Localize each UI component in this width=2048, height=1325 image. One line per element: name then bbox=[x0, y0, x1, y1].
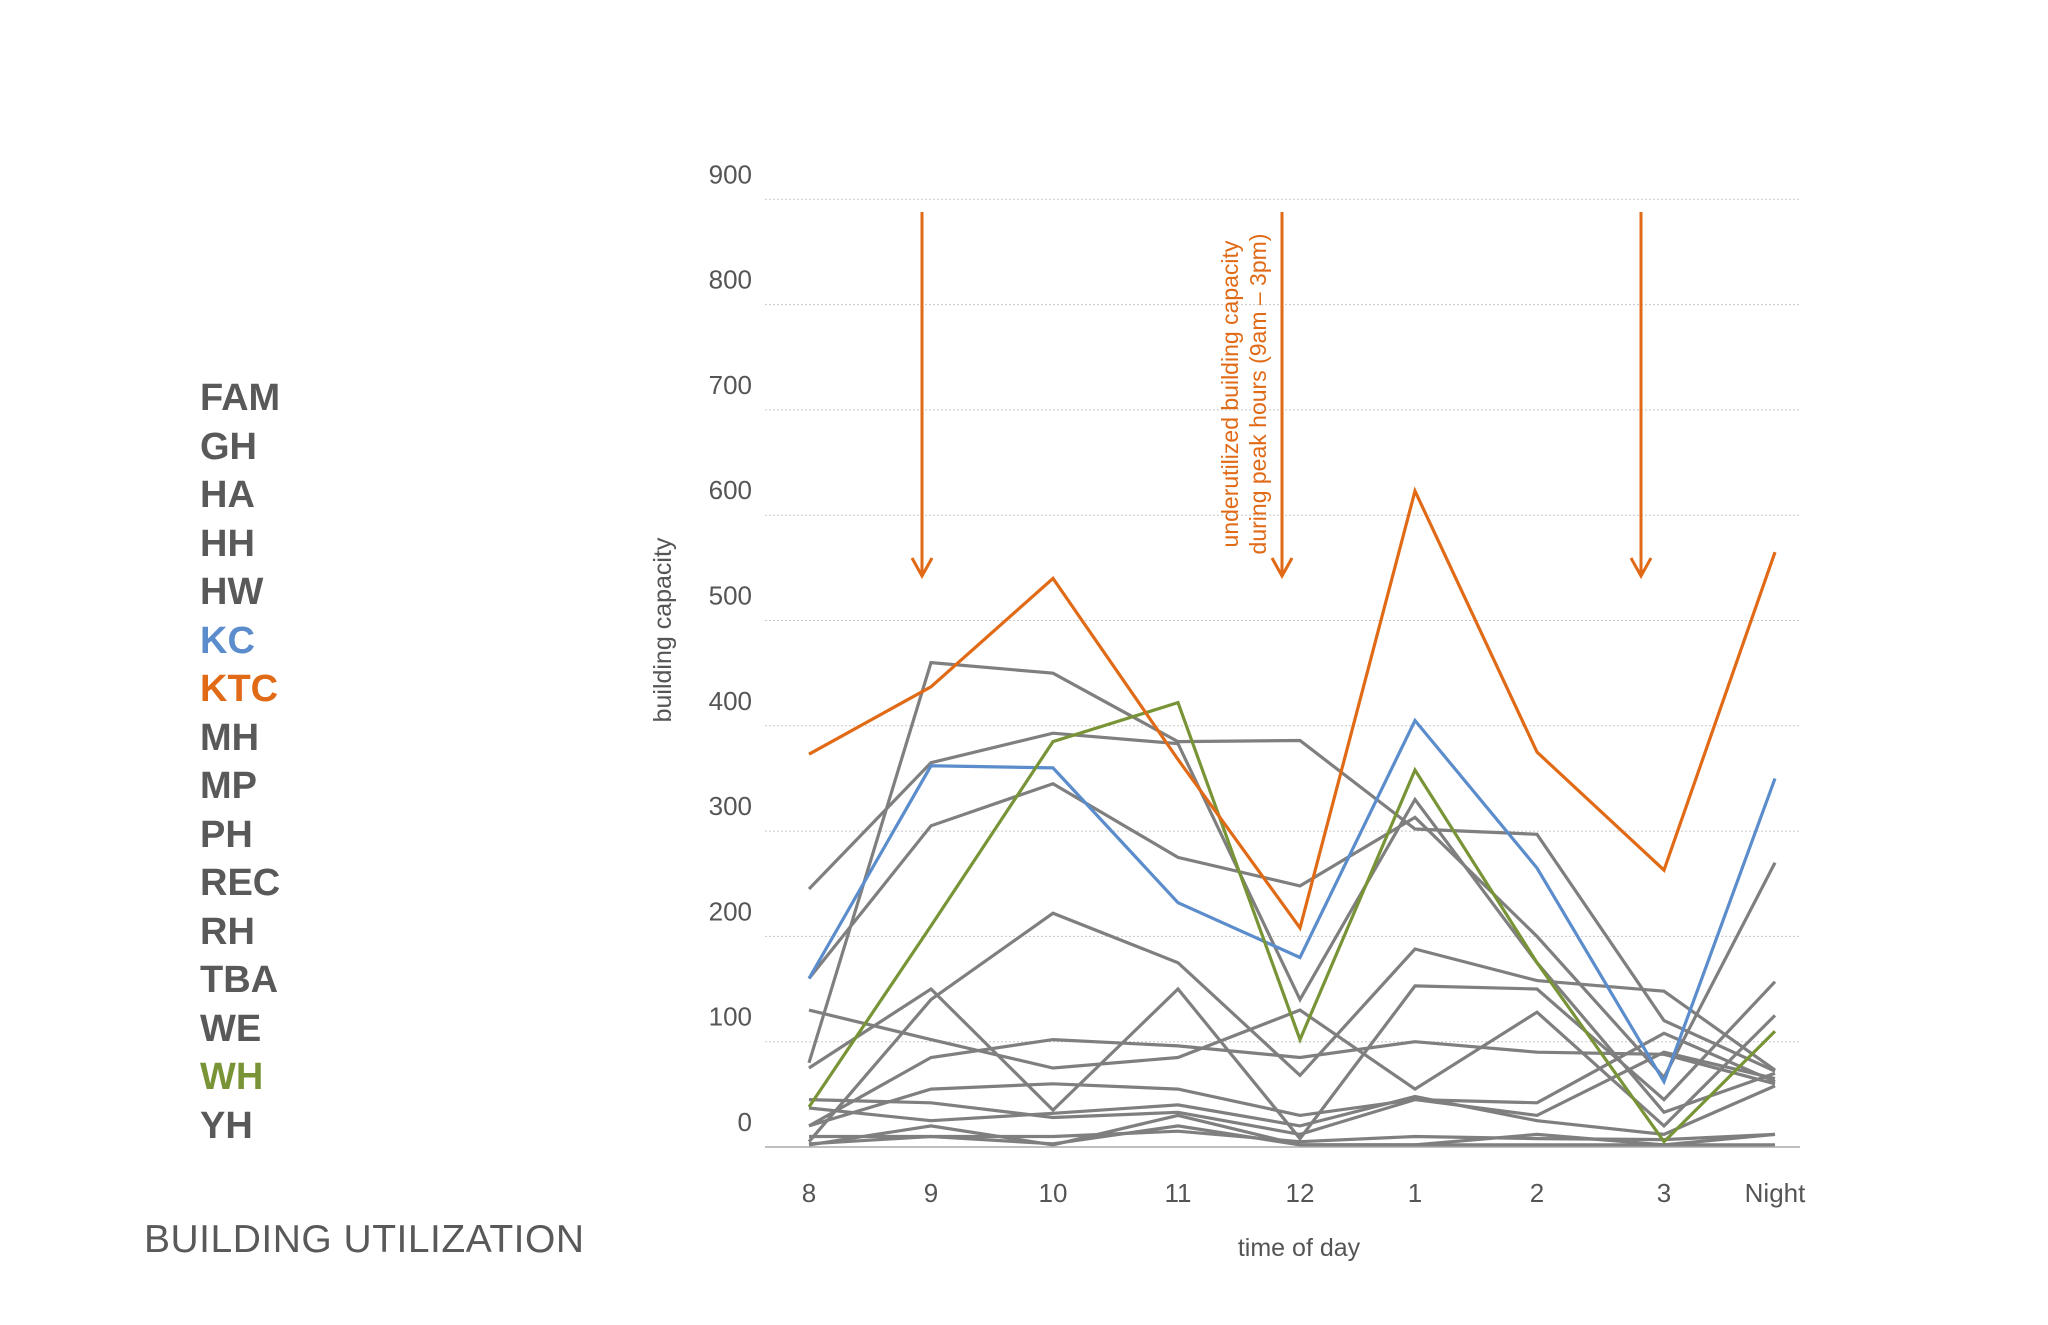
y-tick-label: 800 bbox=[709, 265, 752, 295]
legend-entry-fam: FAM bbox=[200, 377, 281, 419]
legend-entry-ktc: KTC bbox=[200, 668, 279, 710]
legend-entry-mh: MH bbox=[200, 716, 260, 759]
y-tick-label: 300 bbox=[709, 791, 752, 821]
legend-entry-ha: HA bbox=[200, 474, 255, 516]
annotation-arrowhead-12 bbox=[1270, 557, 1294, 580]
x-tick-label: 11 bbox=[1165, 1178, 1192, 1208]
y-tick-label: 900 bbox=[709, 159, 752, 189]
legend-entry-ph: PH bbox=[200, 813, 253, 856]
annotation-arrowhead-9 bbox=[910, 557, 934, 580]
x-axis-label: time of day bbox=[1238, 1234, 1361, 1262]
annotation-line-2: during peak hours (9am – 3pm) bbox=[1245, 234, 1271, 555]
legend-entry-hw: HW bbox=[200, 571, 264, 613]
y-axis-label: building capacity bbox=[649, 537, 677, 722]
series-lines bbox=[807, 486, 1777, 1147]
y-tick-label: 500 bbox=[709, 581, 752, 611]
y-tick-label: 0 bbox=[738, 1107, 752, 1137]
annotation-arrowhead-3 bbox=[1629, 557, 1653, 580]
page-title: BUILDING UTILIZATION bbox=[144, 1218, 585, 1261]
series-line-g6 bbox=[808, 1008, 1777, 1129]
legend-entry-kc: KC bbox=[200, 619, 255, 662]
x-tick-label: 2 bbox=[1530, 1178, 1544, 1208]
series-line-g12 bbox=[808, 1124, 1775, 1147]
legend-entry-gh: GH bbox=[200, 425, 257, 468]
annotation-line-1: underutilized building capacity bbox=[1217, 240, 1243, 547]
x-tick-labels: 8 9 10 11 12 1 2 3 Night bbox=[802, 1178, 1806, 1208]
series-line-g8 bbox=[808, 1050, 1776, 1137]
legend-entry-rec: REC bbox=[200, 862, 281, 904]
x-tick-label: 12 bbox=[1286, 1178, 1315, 1208]
y-tick-label: 400 bbox=[709, 686, 752, 716]
legend-entry-wh: WH bbox=[200, 1056, 264, 1098]
y-tick-label: 600 bbox=[709, 475, 752, 505]
series-line-g10 bbox=[808, 1084, 1776, 1137]
x-tick-label: 1 bbox=[1408, 1178, 1422, 1208]
series-line-g5 bbox=[808, 980, 1777, 1142]
series-line-g13 bbox=[809, 1129, 1776, 1144]
legend-entry-yh: YH bbox=[200, 1104, 253, 1147]
legend-entry-tba: TBA bbox=[200, 959, 279, 1001]
series-line-g4 bbox=[807, 911, 1776, 1143]
y-tick-labels: 0 100 200 300 400 500 600 700 800 900 bbox=[709, 159, 752, 1137]
series-line-kc bbox=[807, 717, 1777, 1086]
legend-entry-rh: RH bbox=[200, 910, 255, 953]
series-line-ktc bbox=[808, 486, 1777, 932]
legend-entry-mp: MP bbox=[200, 765, 257, 807]
series-line-wh bbox=[807, 700, 1777, 1145]
y-tick-label: 100 bbox=[709, 1002, 752, 1032]
x-tick-label: 8 bbox=[802, 1178, 816, 1208]
legend-entry-hh: HH bbox=[200, 522, 255, 565]
series-line-g7 bbox=[808, 1037, 1776, 1128]
x-tick-label: 3 bbox=[1657, 1178, 1671, 1208]
legend-entry-we: WE bbox=[200, 1007, 262, 1050]
series-line-g9 bbox=[808, 1031, 1776, 1128]
x-tick-label: 10 bbox=[1039, 1178, 1068, 1208]
y-tick-label: 700 bbox=[709, 370, 752, 400]
x-tick-label: 9 bbox=[924, 1178, 938, 1208]
annotation-arrows bbox=[910, 212, 1653, 580]
series-line-g1 bbox=[807, 660, 1776, 1073]
legend: FAM GH HA HH HW KC KTC MH MP PH REC RH TBA WE WH YH bbox=[200, 374, 280, 1150]
series-line-g2 bbox=[807, 781, 1777, 1081]
y-tick-label: 200 bbox=[709, 896, 752, 926]
x-tick-label: Night bbox=[1745, 1178, 1806, 1208]
